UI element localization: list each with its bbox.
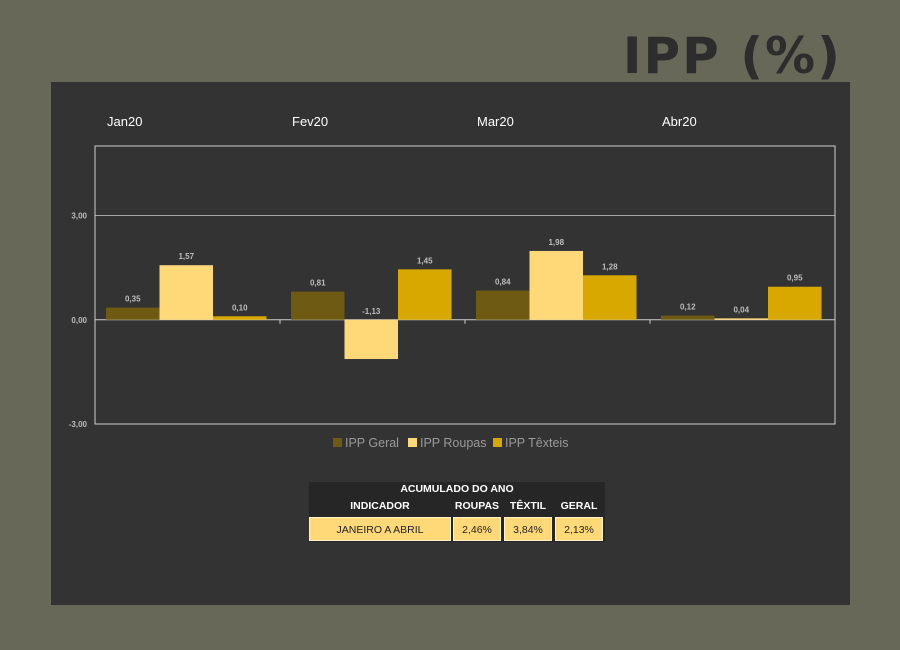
cell-roupas: 2,46% [453, 517, 501, 541]
header-roupas: ROUPAS [454, 500, 500, 512]
y-tick-label: -3,00 [69, 420, 88, 429]
bar-ipp-geral [476, 290, 530, 320]
header-geral: GERAL [560, 500, 598, 512]
data-label: 0,12 [680, 303, 696, 312]
header-textil: TÊXTIL [509, 500, 547, 512]
cell-textil: 3,84% [504, 517, 552, 541]
header-indicador: INDICADOR [350, 500, 410, 512]
legend-label: IPP Roupas [420, 436, 486, 450]
data-label: 1,98 [548, 238, 564, 247]
summary-table: ACUMULADO DO ANO INDICADOR ROUPAS TÊXTIL… [309, 482, 605, 542]
category-label: Mar20 [477, 114, 514, 129]
bar-ipp-roupas [529, 250, 583, 320]
bar-ipp-t-xteis [213, 316, 267, 320]
bar-ipp-roupas [714, 318, 768, 320]
table-title: ACUMULADO DO ANO [400, 483, 514, 495]
bar-chart: 3,00 0,00 -3,00 Jan20 0,35 1,57 0,10 Fev20 0,81 -… [69, 114, 836, 450]
bar-ipp-roupas [344, 319, 398, 360]
data-label: 1,28 [602, 262, 618, 271]
page-title: IPP (%) [622, 27, 842, 85]
data-label: -1,13 [362, 307, 381, 316]
data-label: 1,45 [417, 256, 433, 265]
data-label: 1,57 [178, 252, 194, 261]
data-label: 0,95 [787, 274, 803, 283]
data-label: 0,10 [232, 303, 248, 312]
data-label: 0,84 [495, 278, 511, 287]
category-label: Fev20 [292, 114, 328, 129]
bar-ipp-geral [661, 315, 715, 320]
legend-swatch [333, 438, 342, 447]
legend-swatch [493, 438, 502, 447]
bar-ipp-t-xteis [768, 286, 822, 320]
legend-label: IPP Geral [345, 436, 399, 450]
data-label: 0,04 [733, 305, 749, 314]
bar-ipp-geral [291, 291, 345, 320]
bar-ipp-t-xteis [398, 269, 452, 320]
bar-ipp-roupas [159, 265, 213, 320]
chart-panel: 3,00 0,00 -3,00 Jan20 0,35 1,57 0,10 Fev20 0,81 -… [51, 82, 850, 605]
cell-indicador: JANEIRO A ABRIL [309, 517, 451, 541]
cell-geral: 2,13% [555, 517, 603, 541]
bar-ipp-geral [106, 307, 160, 320]
category-label: Jan20 [107, 114, 142, 129]
category-label: Abr20 [662, 114, 697, 129]
legend-label: IPP Têxteis [505, 436, 568, 450]
legend-swatch [408, 438, 417, 447]
data-label: 0,81 [310, 279, 326, 288]
y-tick-label: 0,00 [71, 316, 87, 325]
data-label: 0,35 [125, 295, 141, 304]
bar-ipp-t-xteis [583, 275, 637, 320]
y-tick-label: 3,00 [71, 212, 87, 221]
